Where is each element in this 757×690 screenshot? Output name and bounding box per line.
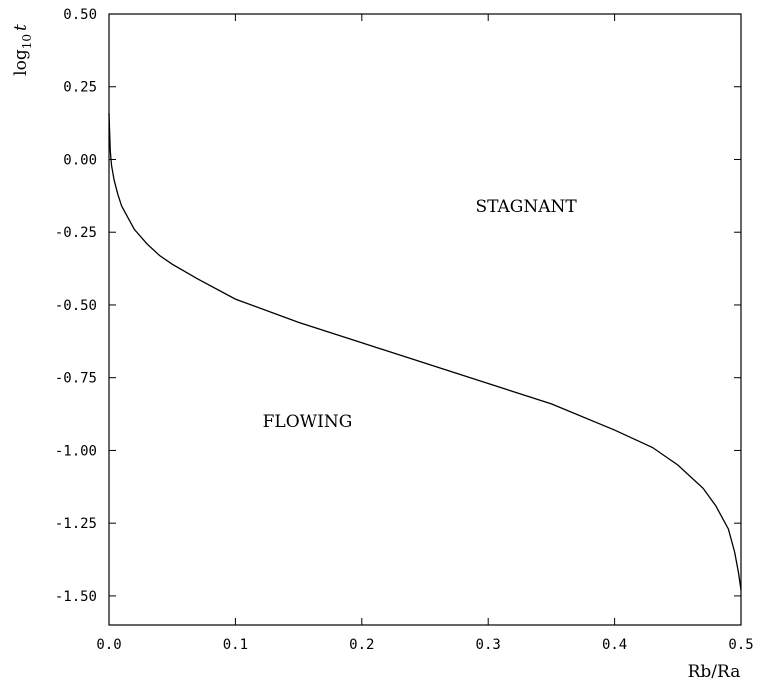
y-tick-label: 0.00 — [63, 152, 97, 168]
y-tick-label: 0.50 — [63, 7, 97, 23]
y-tick-label: -0.50 — [55, 298, 97, 314]
ticks — [108, 13, 742, 625]
y-tick-label: -0.75 — [55, 371, 97, 387]
y-axis-title: log10 t — [11, 24, 34, 76]
x-tick-label: 0.2 — [349, 637, 374, 653]
y-tick-label: -1.00 — [55, 443, 97, 459]
y-axis-title-base: log — [11, 49, 31, 76]
x-tick-label: 0.3 — [476, 637, 501, 653]
x-tick-label: 0.4 — [602, 637, 627, 653]
x-tick-label: 0.1 — [223, 637, 248, 653]
tick-labels: 0.0 0.1 0.2 0.3 0.4 0.5 0.50 0.25 0.00 -0.25 -0.50… — [55, 7, 754, 653]
annotations: STAGNANT FLOWING — [263, 197, 578, 432]
x-axis-title: Rb/Ra — [688, 662, 741, 682]
annotation-stagnant: STAGNANT — [475, 197, 577, 217]
annotation-flowing: FLOWING — [263, 412, 353, 432]
y-tick-label: 0.25 — [63, 80, 97, 96]
y-axis-title-var: t — [11, 24, 31, 31]
boundary-curve — [108, 112, 742, 591]
y-tick-label: -0.25 — [55, 225, 97, 241]
y-tick-label: -1.25 — [55, 516, 97, 532]
y-tick-label: -1.50 — [55, 589, 97, 605]
x-tick-label: 0.5 — [728, 637, 753, 653]
plot-frame — [108, 13, 742, 626]
x-tick-label: 0.0 — [96, 637, 121, 653]
y-axis-title-sub: 10 — [20, 34, 34, 49]
